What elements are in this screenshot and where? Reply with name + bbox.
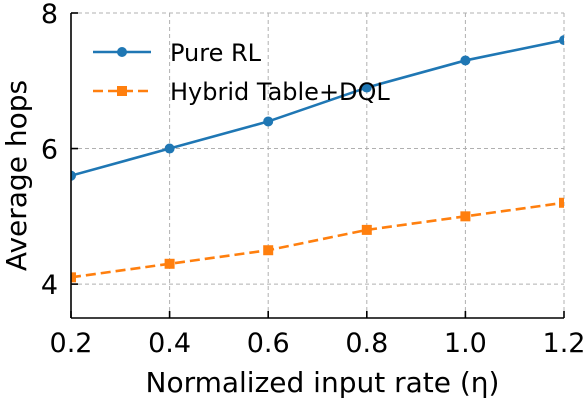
series-0-point-0 — [71, 170, 76, 181]
x-tick-label-1: 0.4 — [148, 328, 191, 359]
series-1-point-1 — [164, 258, 175, 269]
y-tick-label-2: 8 — [41, 0, 58, 30]
legend-marker-1 — [117, 86, 127, 96]
series-0-point-2 — [263, 116, 274, 127]
series-0-point-4 — [460, 55, 471, 66]
y-axis-label: Average hops — [0, 80, 33, 271]
series-1-point-5 — [559, 197, 564, 208]
legend-label-1: Hybrid Table+DQL — [170, 78, 390, 106]
legend-marker-0 — [117, 47, 127, 57]
axes — [70, 13, 564, 319]
legend: Pure RL Hybrid Table+DQL — [93, 39, 390, 106]
y-tick-label-0: 4 — [41, 270, 58, 301]
x-axis-label: Normalized input rate (η) — [146, 366, 500, 399]
series-line-0 — [71, 38, 564, 177]
grid — [70, 12, 565, 318]
y-tick-label-1: 6 — [41, 135, 58, 166]
x-tick-label-3: 0.8 — [345, 328, 388, 359]
legend-label-0: Pure RL — [170, 39, 262, 67]
series-layer — [71, 35, 564, 283]
x-tick-label-0: 0.2 — [50, 328, 93, 359]
series-0-point-1 — [164, 143, 175, 154]
series-line-1 — [71, 201, 564, 279]
plot-area — [71, 35, 564, 283]
series-1-point-0 — [71, 272, 76, 283]
series-0-point-3 — [361, 82, 372, 93]
ticks: 0.2 0.4 0.6 0.8 1.0 1.2 4 6 8 — [41, 0, 586, 359]
series-1-point-2 — [263, 245, 274, 256]
x-tick-label-5: 1.2 — [543, 328, 586, 359]
series-0-point-5 — [559, 35, 564, 46]
x-tick-label-2: 0.6 — [247, 328, 290, 359]
series-1-point-4 — [460, 211, 471, 222]
x-tick-label-4: 1.0 — [444, 328, 487, 359]
series-1-point-3 — [361, 224, 372, 235]
